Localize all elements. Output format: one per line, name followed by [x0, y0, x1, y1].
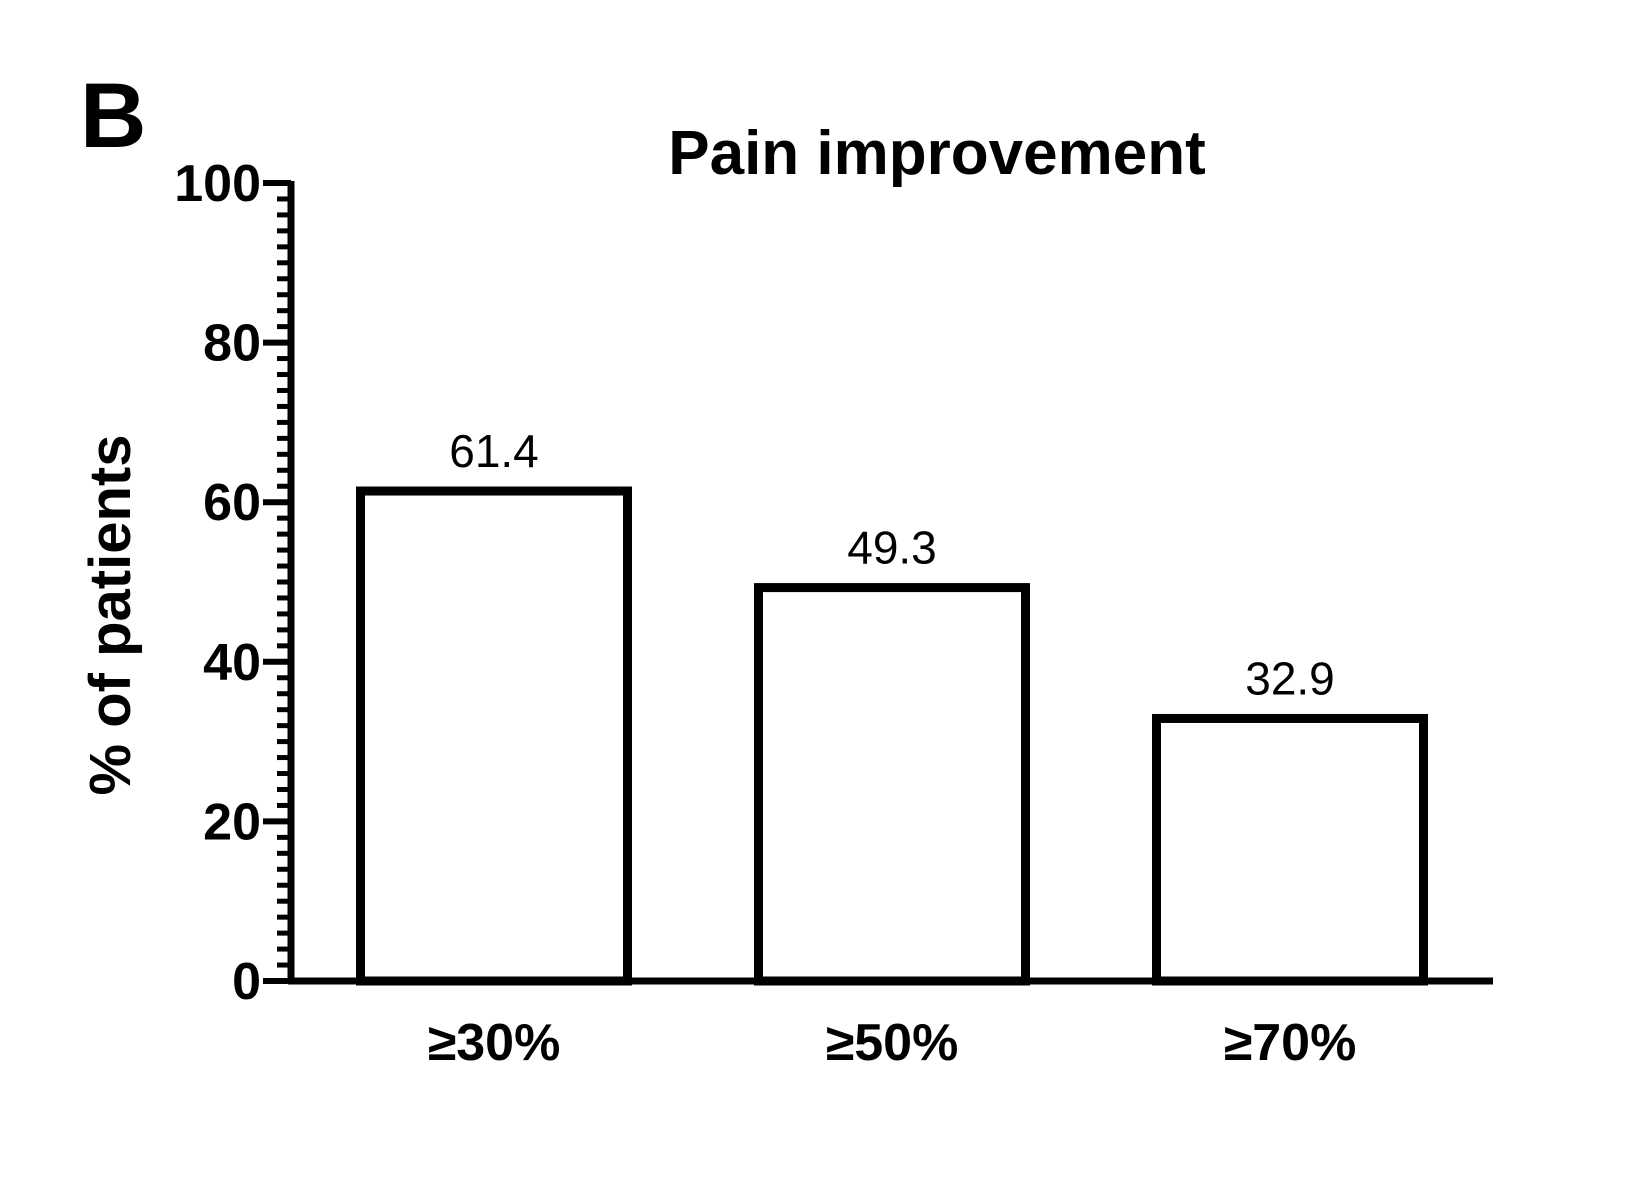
data-labels: 61.4 ≥30% 49.3 ≥50% 32.9 ≥70%: [428, 425, 1357, 1072]
chart-title: Pain improvement: [668, 119, 1205, 188]
y-tick-label: 0: [232, 953, 261, 1011]
y-tick-label: 20: [203, 793, 261, 851]
y-axis-label: % of patients: [78, 435, 143, 796]
panel-label: B: [80, 65, 146, 167]
bar: [754, 583, 1030, 986]
bar-value-label: 49.3: [847, 522, 937, 574]
bar-value-label: 61.4: [449, 425, 539, 477]
y-tick-label: 100: [174, 155, 261, 213]
bar: [356, 486, 632, 986]
y-tick-label: 40: [203, 634, 261, 692]
y-tick-label: 80: [203, 315, 261, 373]
x-tick-label: ≥30%: [428, 1014, 561, 1072]
bar-value-label: 32.9: [1245, 652, 1335, 704]
bar: [1152, 713, 1428, 986]
bars: [356, 486, 1428, 986]
y-tick-label: 60: [203, 474, 261, 532]
x-tick-label: ≥70%: [1224, 1014, 1357, 1072]
x-tick-label: ≥50%: [826, 1014, 959, 1072]
